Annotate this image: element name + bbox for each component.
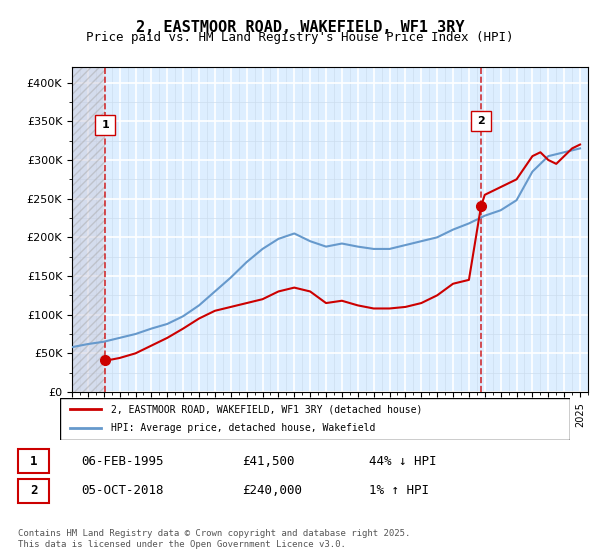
- Text: 1% ↑ HPI: 1% ↑ HPI: [369, 484, 429, 497]
- Text: Contains HM Land Registry data © Crown copyright and database right 2025.
This d: Contains HM Land Registry data © Crown c…: [18, 529, 410, 549]
- Text: HPI: Average price, detached house, Wakefield: HPI: Average price, detached house, Wake…: [111, 423, 376, 433]
- Text: 1: 1: [101, 120, 109, 130]
- Text: 2, EASTMOOR ROAD, WAKEFIELD, WF1 3RY (detached house): 2, EASTMOOR ROAD, WAKEFIELD, WF1 3RY (de…: [111, 404, 422, 414]
- FancyBboxPatch shape: [60, 398, 570, 440]
- Text: 2, EASTMOOR ROAD, WAKEFIELD, WF1 3RY: 2, EASTMOOR ROAD, WAKEFIELD, WF1 3RY: [136, 20, 464, 35]
- Text: 2: 2: [30, 484, 38, 497]
- FancyBboxPatch shape: [18, 479, 49, 503]
- Text: 44% ↓ HPI: 44% ↓ HPI: [369, 455, 437, 468]
- Text: 2: 2: [477, 116, 485, 127]
- Text: 05-OCT-2018: 05-OCT-2018: [81, 484, 164, 497]
- Text: 06-FEB-1995: 06-FEB-1995: [81, 455, 164, 468]
- Text: £240,000: £240,000: [242, 484, 302, 497]
- Text: Price paid vs. HM Land Registry's House Price Index (HPI): Price paid vs. HM Land Registry's House …: [86, 31, 514, 44]
- Bar: [72, 67, 106, 392]
- FancyBboxPatch shape: [18, 449, 49, 473]
- Text: 1: 1: [30, 455, 38, 468]
- Text: £41,500: £41,500: [242, 455, 295, 468]
